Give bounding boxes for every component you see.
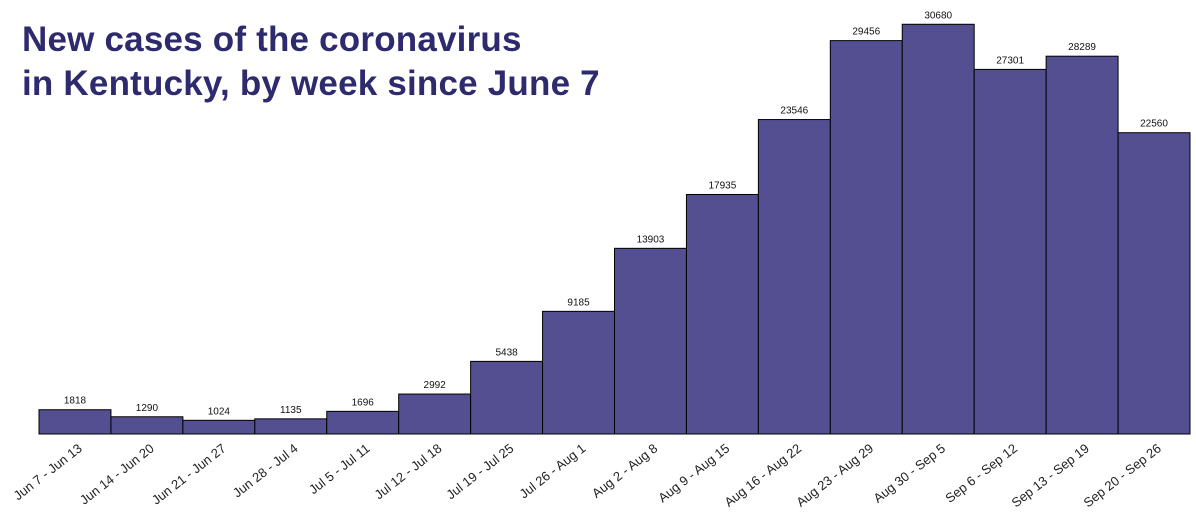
value-label-6: 5438 [495, 347, 518, 358]
bar-8 [614, 247, 687, 435]
x-tick-label-10: Aug 16 - Aug 22 [721, 441, 804, 510]
x-tick-label-13: Sep 6 - Sep 12 [942, 441, 1020, 506]
value-label-3: 1135 [280, 405, 302, 416]
value-label-2: 1024 [208, 406, 231, 417]
bar-13 [973, 68, 1047, 435]
x-tick-label-9: Aug 9 - Aug 15 [655, 441, 732, 506]
value-label-10: 23546 [780, 106, 808, 117]
bar-7 [542, 310, 615, 435]
value-label-12: 30680 [924, 10, 952, 21]
value-label-9: 17935 [709, 180, 737, 191]
bar-2 [182, 419, 256, 435]
x-tick-label-14: Sep 13 - Sep 19 [1009, 441, 1092, 511]
value-label-0: 1818 [64, 396, 87, 407]
x-tick-label-0: Jun 7 - Jun 13 [11, 441, 85, 504]
x-tick-label-4: Jul 5 - Jul 11 [306, 441, 373, 498]
bar-9 [685, 193, 759, 435]
bar-11 [829, 40, 903, 435]
value-label-7: 9185 [567, 297, 590, 308]
chart-title-line-2: in Kentucky, by week since June 7 [22, 64, 600, 103]
value-label-8: 13903 [637, 234, 665, 245]
x-tick-label-5: Jul 12 - Jul 18 [371, 441, 444, 503]
x-tick-label-3: Jun 28 - Jul 4 [230, 441, 301, 501]
value-label-14: 28289 [1068, 42, 1096, 53]
bar-0 [38, 409, 112, 435]
value-label-15: 22560 [1140, 119, 1168, 130]
bar-5 [398, 393, 472, 435]
value-labels-group: 1818 1290 1024 1135 1696 2992 5438 9185 13903 179… [64, 10, 1169, 417]
bar-1 [110, 416, 184, 435]
x-tick-label-6: Jul 19 - Jul 25 [443, 441, 516, 503]
value-label-4: 1696 [352, 397, 375, 408]
value-label-11: 29456 [852, 27, 880, 38]
x-tick-label-2: Jun 21 - Jun 27 [149, 441, 229, 508]
value-label-13: 27301 [996, 55, 1024, 66]
bar-3 [254, 418, 328, 435]
x-tick-label-8: Aug 2 - Aug 8 [589, 441, 660, 501]
bars-group [38, 23, 1191, 435]
x-tick-label-15: Sep 20 - Sep 26 [1081, 441, 1164, 511]
bar-15 [1117, 132, 1191, 435]
x-tick-label-1: Jun 14 - Jun 20 [77, 441, 157, 508]
value-label-1: 1290 [136, 403, 159, 414]
x-tick-label-7: Jul 26 - Aug 1 [516, 441, 588, 502]
bar-12 [901, 23, 975, 435]
bar-4 [326, 410, 400, 435]
bar-10 [757, 119, 831, 435]
bar-14 [1045, 55, 1119, 435]
x-tick-label-11: Aug 23 - Aug 29 [793, 441, 876, 510]
chart-title: New cases of the coronavirus in Kentucky… [22, 18, 600, 106]
bar-6 [470, 360, 544, 435]
x-tick-label-12: Aug 30 - Sep 5 [870, 441, 948, 506]
chart-title-line-1: New cases of the coronavirus [22, 20, 522, 59]
value-label-5: 2992 [424, 380, 447, 391]
